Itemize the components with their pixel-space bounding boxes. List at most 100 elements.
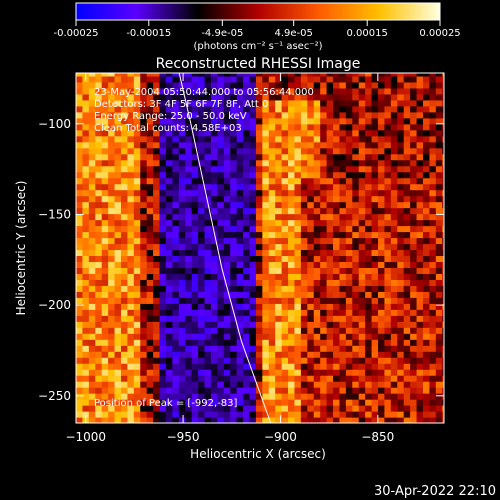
heatmap-cell — [76, 87, 84, 95]
heatmap-cell — [365, 135, 373, 143]
heatmap-cell — [326, 375, 334, 382]
heatmap-cell — [165, 129, 173, 137]
heatmap-cell — [365, 87, 373, 95]
heatmap-cell — [288, 273, 296, 280]
heatmap-cell — [268, 165, 276, 173]
heatmap-cell — [230, 201, 238, 209]
heatmap-cell — [140, 321, 148, 328]
heatmap-cell — [390, 123, 398, 131]
heatmap-cell — [255, 333, 263, 340]
heatmap-cell — [243, 73, 251, 77]
heatmap-cell — [429, 207, 437, 215]
heatmap-cell — [172, 165, 180, 173]
heatmap-cell — [288, 207, 296, 215]
heatmap-cell — [268, 297, 276, 304]
heatmap-cell — [88, 171, 96, 179]
heatmap-cell — [397, 315, 405, 322]
heatmap-cell — [210, 291, 218, 298]
heatmap-cell — [339, 357, 347, 364]
heatmap-cell — [165, 357, 173, 364]
heatmap-cell — [313, 303, 321, 310]
heatmap-cell — [120, 393, 129, 400]
heatmap-cell — [333, 225, 341, 233]
heatmap-cell — [442, 135, 444, 143]
heatmap-cell — [300, 303, 308, 310]
heatmap-cell — [422, 207, 430, 215]
heatmap-cell — [165, 309, 173, 316]
heatmap-cell — [191, 87, 199, 95]
heatmap-cell — [153, 129, 161, 137]
heatmap-cell — [140, 129, 148, 137]
heatmap-cell — [140, 147, 148, 155]
heatmap-cell — [114, 201, 122, 209]
heatmap-cell — [101, 225, 109, 233]
heatmap-cell — [410, 219, 418, 227]
heatmap-cell — [358, 315, 366, 322]
heatmap-cell — [403, 225, 411, 233]
heatmap-cell — [275, 243, 283, 251]
heatmap-cell — [262, 357, 270, 364]
heatmap-cell — [410, 159, 418, 167]
heatmap-cell — [82, 333, 90, 340]
heatmap-cell — [326, 207, 334, 215]
heatmap-cell — [101, 93, 109, 101]
heatmap-cell — [390, 255, 398, 263]
heatmap-cell — [114, 141, 122, 149]
heatmap-cell — [230, 279, 238, 286]
heatmap-cell — [255, 315, 263, 322]
heatmap-cell — [133, 321, 141, 328]
heatmap-cell — [275, 153, 283, 161]
heatmap-cell — [377, 165, 386, 173]
heatmap-cell — [223, 279, 231, 286]
heatmap-cell — [422, 315, 430, 322]
heatmap-cell — [217, 375, 225, 382]
heatmap-cell — [153, 189, 161, 197]
heatmap-cell — [120, 315, 129, 322]
heatmap-cell — [352, 111, 360, 119]
heatmap-cell — [223, 201, 231, 209]
heatmap-cell — [410, 183, 418, 191]
heatmap-cell — [249, 417, 257, 423]
heatmap-cell — [365, 189, 373, 197]
heatmap-cell — [95, 417, 103, 423]
heatmap-cell — [191, 363, 199, 370]
heatmap-cell — [243, 105, 251, 113]
heatmap-cell — [442, 249, 444, 257]
heatmap-cell — [255, 237, 263, 245]
heatmap-cell — [262, 375, 270, 382]
heatmap-cell — [127, 177, 135, 185]
heatmap-cell — [435, 183, 443, 191]
heatmap-cell — [191, 321, 199, 328]
heatmap-cell — [76, 333, 84, 340]
heatmap-cell — [236, 73, 244, 77]
colorbar-ticks: -0.00025 -0.00015 -4.9e-05 4.9e-05 0.00015 0.… — [54, 20, 461, 39]
heatmap-cell — [358, 297, 366, 304]
heatmap-cell — [416, 93, 424, 101]
heatmap-cell — [178, 333, 186, 340]
heatmap-cell — [146, 363, 154, 370]
heatmap-cell — [339, 165, 347, 173]
heatmap-cell — [82, 381, 90, 388]
heatmap-cell — [249, 351, 257, 358]
heatmap-cell — [172, 117, 180, 125]
heatmap-cell — [410, 333, 418, 340]
heatmap-cell — [236, 183, 244, 191]
heatmap-cell — [442, 363, 444, 370]
heatmap-cell — [114, 231, 122, 239]
heatmap-cell — [172, 303, 180, 310]
heatmap-cell — [410, 387, 418, 394]
heatmap-cell — [320, 213, 328, 221]
heatmap-cell — [345, 147, 353, 155]
heatmap-cell — [281, 117, 289, 125]
heatmap-cell — [377, 297, 386, 304]
heatmap-cell — [313, 171, 321, 179]
heatmap-cell — [243, 285, 251, 292]
colorbar-tick-label: 4.9e-05 — [274, 28, 312, 39]
heatmap-cell — [333, 183, 341, 191]
heatmap-cell — [326, 255, 334, 263]
heatmap-cell — [185, 171, 193, 179]
heatmap-cell — [255, 81, 263, 89]
heatmap-cell — [185, 93, 193, 101]
heatmap-cell — [365, 261, 373, 268]
heatmap-cell — [410, 309, 418, 316]
